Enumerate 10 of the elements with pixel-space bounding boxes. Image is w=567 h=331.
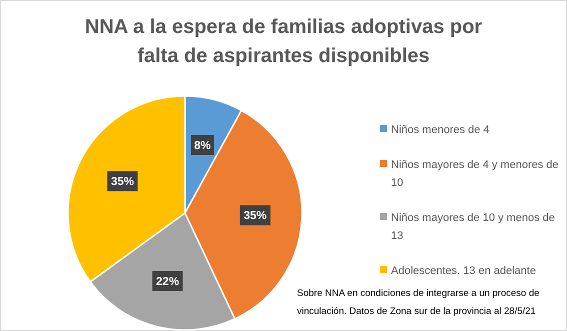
chart-title: NNA a la espera de familias adoptivas por falta de aspirantes disponibles bbox=[84, 16, 482, 67]
data-label: 22% bbox=[156, 276, 180, 288]
legend-label: Niños menores de 4 bbox=[391, 124, 490, 136]
data-label: 35% bbox=[110, 176, 134, 188]
legend-label: Adolescentes. 13 en adelante bbox=[391, 265, 536, 277]
data-label: 8% bbox=[194, 140, 211, 152]
data-label: 35% bbox=[244, 210, 267, 222]
legend-label: Niños mayores de 10 y menos de 13 bbox=[391, 212, 555, 242]
text: Sobre NNA en condiciones de integrarse a un proceso de vinculación. Datos de Zona sur de la provincia al 28/5/21 bbox=[297, 288, 540, 317]
legend-label: Niños mayores de 4 y menores de 10 bbox=[391, 159, 559, 189]
